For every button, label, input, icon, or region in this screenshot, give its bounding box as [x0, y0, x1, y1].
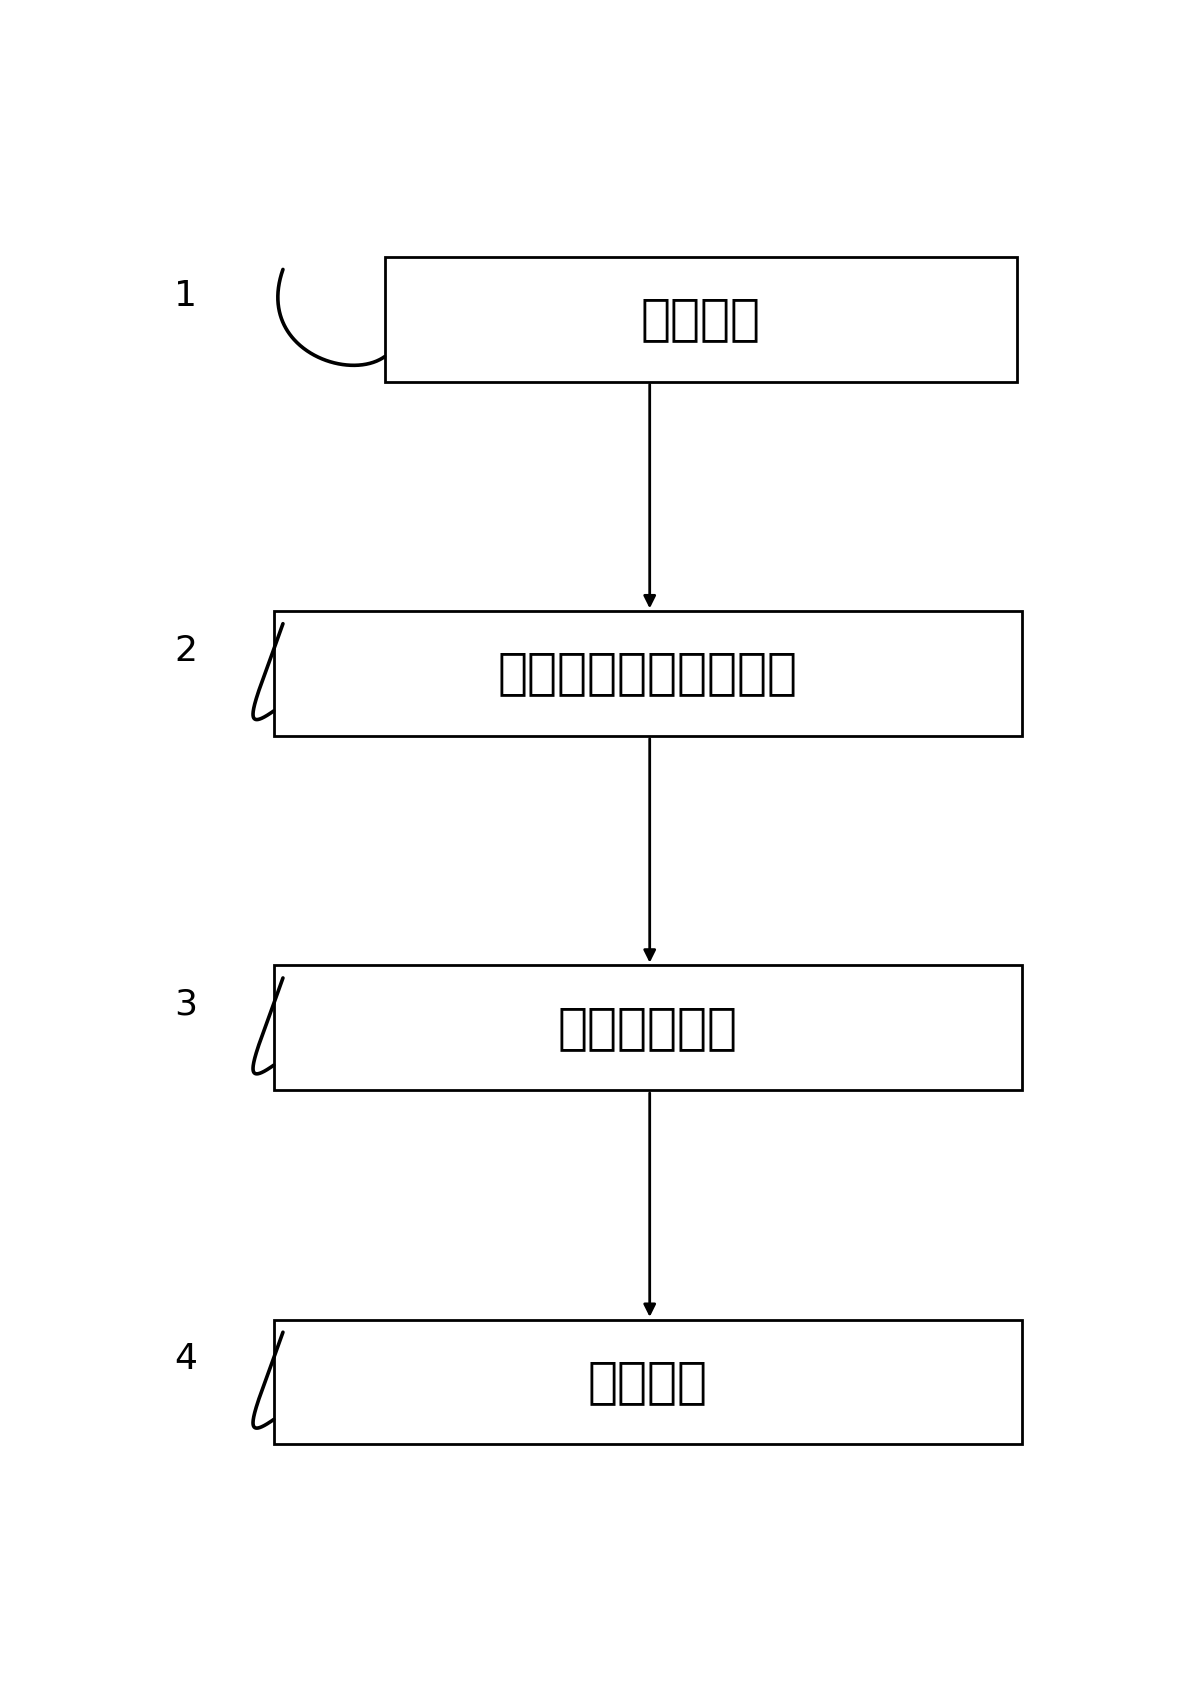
- Text: 2: 2: [174, 634, 198, 668]
- Bar: [274, 612, 1022, 736]
- Bar: [274, 966, 1022, 1091]
- Bar: [274, 1319, 1022, 1445]
- Text: 输出模块: 输出模块: [588, 1358, 708, 1406]
- Text: 分类诊断模块: 分类诊断模块: [558, 1004, 738, 1051]
- Bar: [385, 257, 1017, 382]
- Text: 图像纹理特征提取模块: 图像纹理特征提取模块: [498, 649, 797, 697]
- Text: 4: 4: [174, 1343, 198, 1377]
- Text: 输入模块: 输入模块: [641, 295, 760, 343]
- Text: 3: 3: [174, 988, 198, 1022]
- Text: 1: 1: [174, 279, 198, 314]
